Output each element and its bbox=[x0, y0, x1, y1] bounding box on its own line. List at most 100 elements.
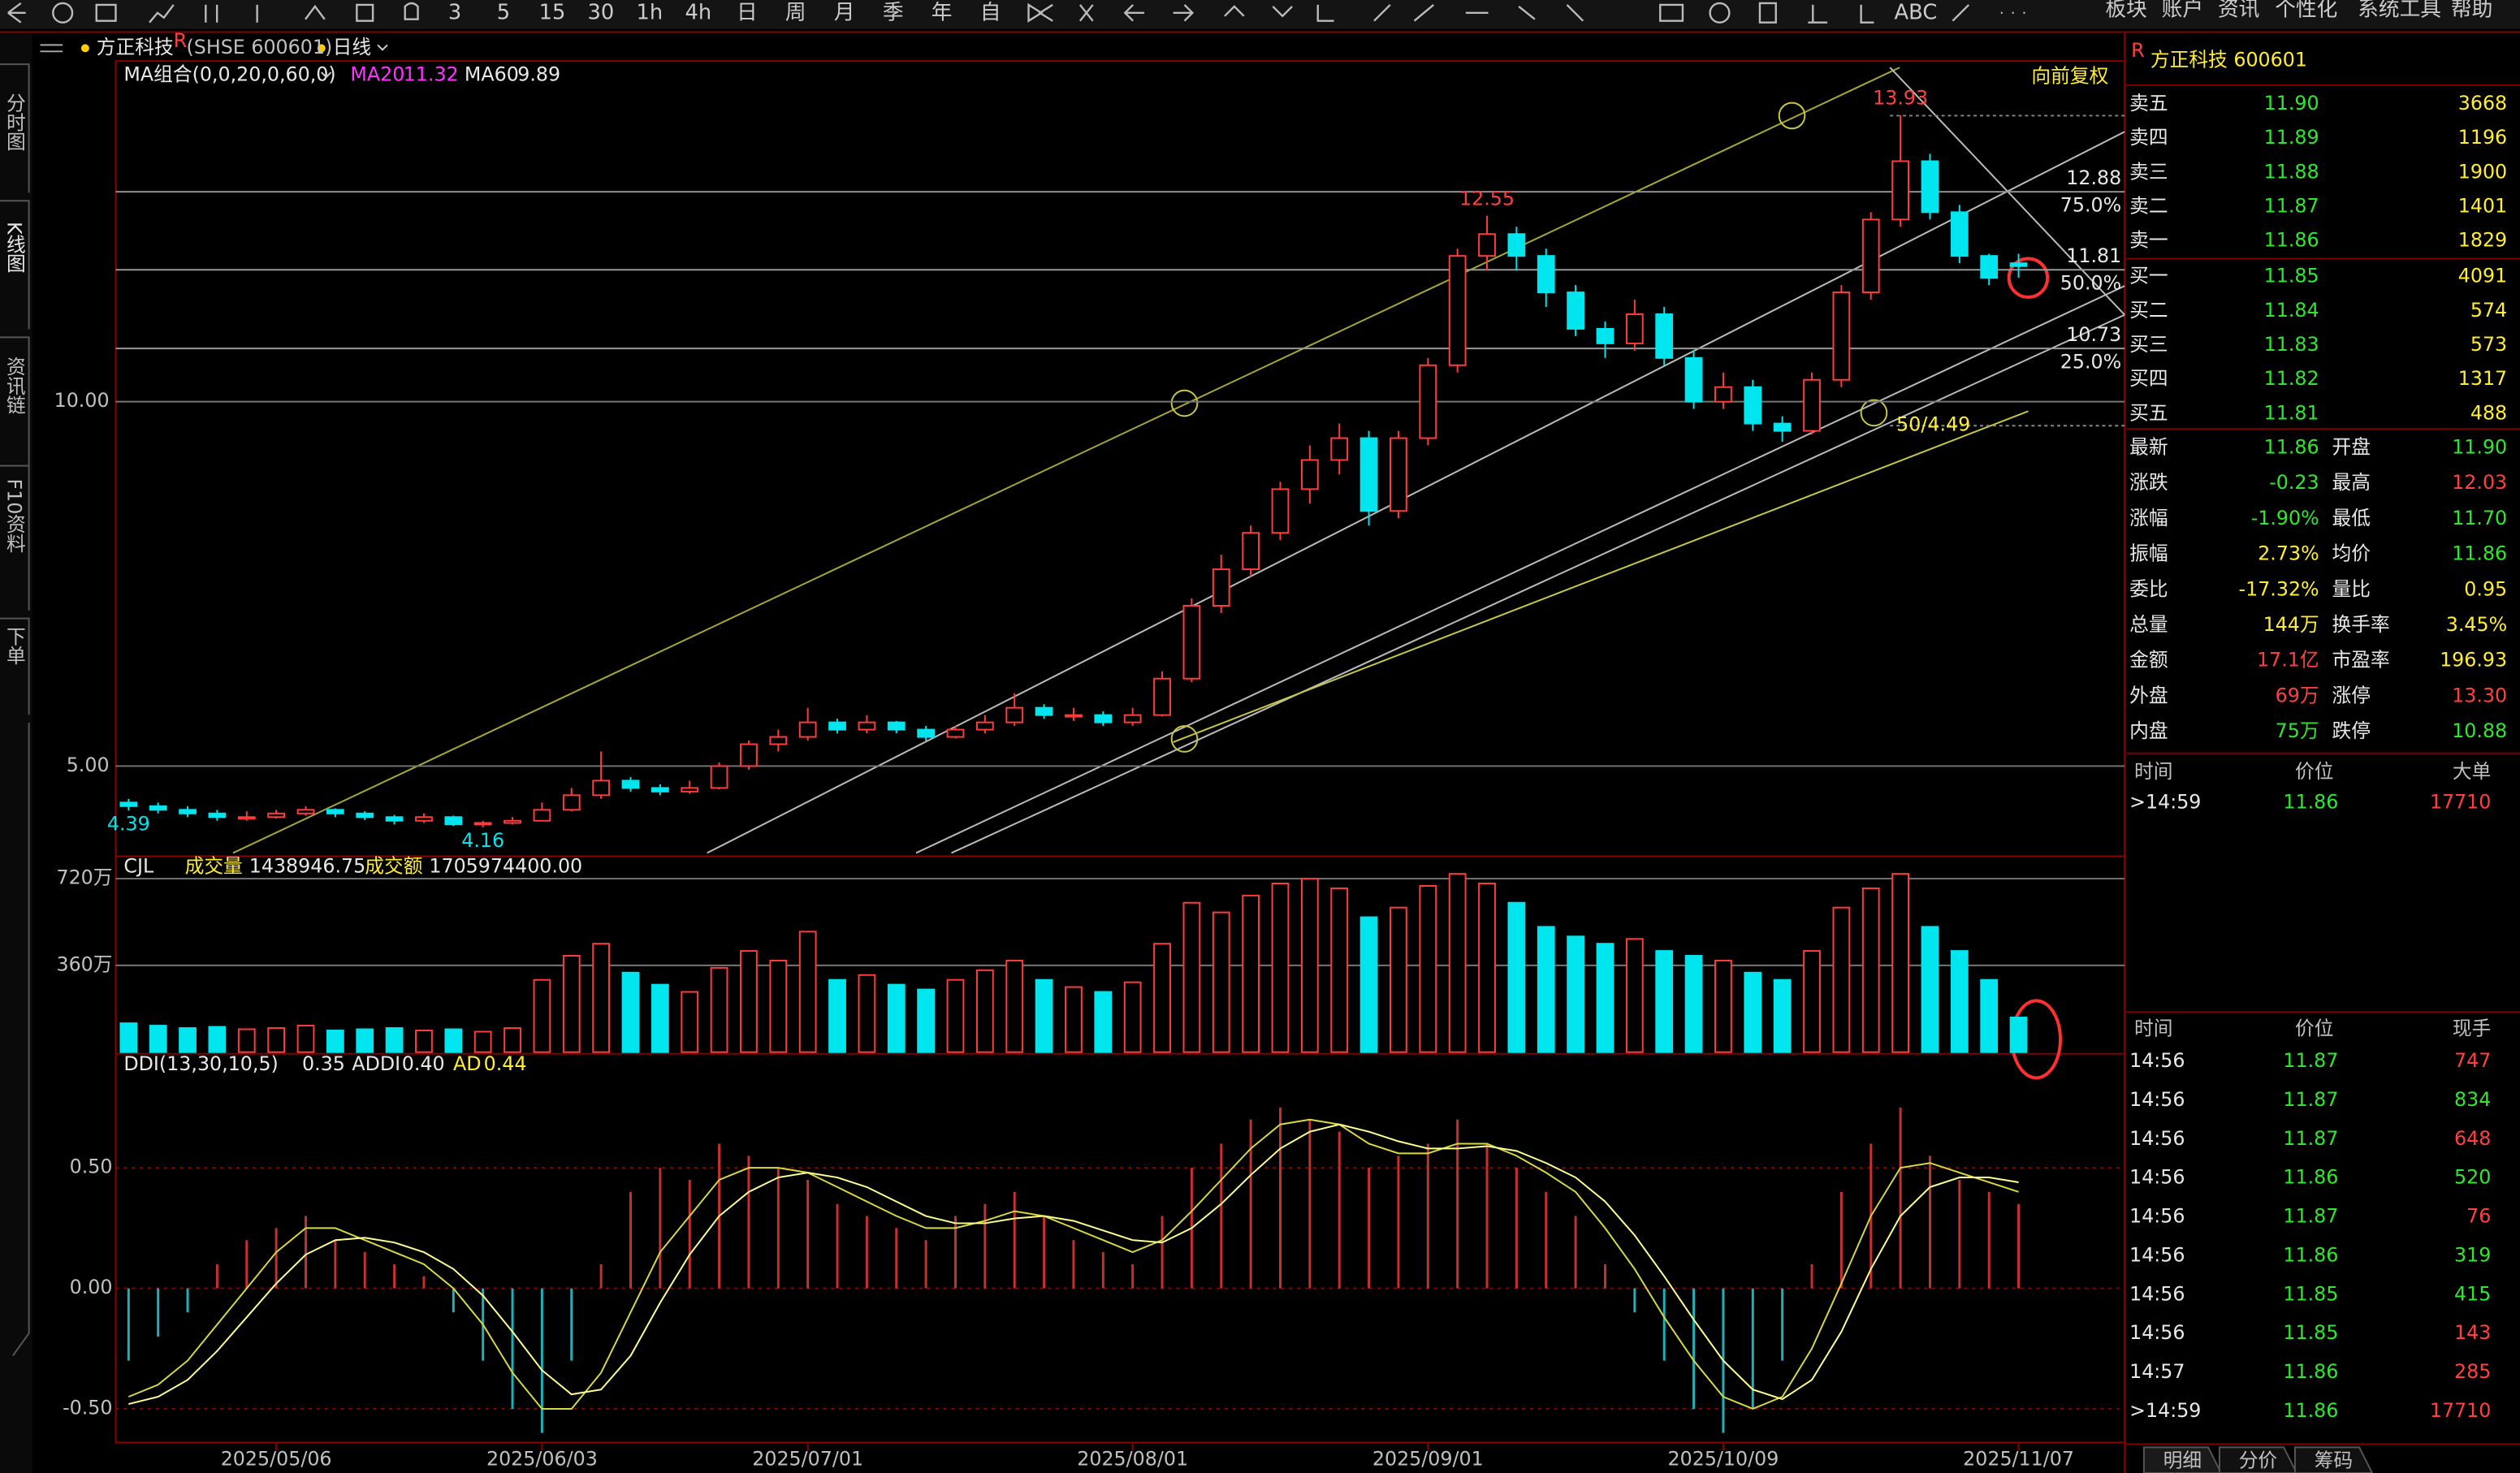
period-button[interactable]: 季 bbox=[883, 0, 904, 24]
dropdown-arrow[interactable] bbox=[321, 71, 332, 79]
volume-bar bbox=[1625, 938, 1644, 1053]
left-tab[interactable]: F10资料 bbox=[2, 479, 25, 553]
candle-body bbox=[1803, 378, 1821, 432]
volume-bar bbox=[267, 1027, 286, 1053]
volume-legend: 成交额 bbox=[365, 855, 422, 878]
candle-body bbox=[1655, 313, 1674, 359]
chart-icons[interactable] bbox=[95, 3, 175, 24]
volume-bar bbox=[917, 988, 936, 1053]
x-tick-label: 2025/06/03 bbox=[486, 1448, 598, 1471]
tool-button[interactable]: ABC bbox=[1895, 0, 1938, 24]
extreme-label: 12.55 bbox=[1459, 188, 1515, 210]
volume-bar bbox=[740, 950, 758, 1053]
ddi-legend: ADDI bbox=[352, 1052, 400, 1075]
dropdown-arrow[interactable] bbox=[377, 44, 388, 51]
book-volume: 4091 bbox=[2458, 265, 2507, 287]
circle-icon[interactable] bbox=[52, 2, 74, 24]
volume-bar bbox=[1861, 887, 1880, 1053]
period-button[interactable]: 周 bbox=[785, 0, 806, 24]
stat-value: 75万 bbox=[2276, 719, 2319, 742]
book-label: 卖三 bbox=[2129, 160, 2168, 183]
candle-body bbox=[651, 787, 669, 793]
left-tab[interactable]: 分时图 bbox=[2, 93, 25, 151]
quote-title: 方正科技 600601 bbox=[2150, 49, 2307, 71]
menu-item[interactable]: 账户 bbox=[2162, 0, 2203, 21]
period[interactable]: 日线 bbox=[333, 36, 371, 58]
volume-legend-name[interactable]: CJL bbox=[123, 855, 154, 878]
drawing-tools[interactable] bbox=[1027, 2, 2025, 24]
volume-bar bbox=[1478, 883, 1496, 1053]
chart-frame bbox=[0, 31, 2520, 1473]
book-volume: 574 bbox=[2470, 299, 2507, 322]
period-button[interactable]: 3 bbox=[448, 0, 461, 24]
candle-body bbox=[444, 816, 463, 826]
period-button[interactable]: 日 bbox=[737, 0, 758, 24]
candle-body bbox=[1980, 255, 1999, 279]
stat-value: 11.90 bbox=[2452, 435, 2507, 458]
header-dot bbox=[317, 44, 326, 53]
period-button[interactable]: 1h bbox=[637, 0, 663, 24]
back-icon[interactable] bbox=[7, 2, 26, 24]
period-button[interactable]: 15 bbox=[539, 0, 566, 24]
period-button[interactable]: 5 bbox=[497, 0, 510, 24]
candle-body bbox=[385, 816, 404, 822]
candle-body bbox=[1507, 233, 1526, 257]
book-label: 卖二 bbox=[2129, 194, 2168, 217]
period-button[interactable]: 自 bbox=[980, 0, 1001, 24]
volume-bar bbox=[1242, 894, 1260, 1053]
tab-label[interactable]: 明细 bbox=[2163, 1449, 2202, 1472]
adjust-mode[interactable]: 向前复权 bbox=[2031, 64, 2108, 87]
trade-time: 14:56 bbox=[2129, 1166, 2185, 1189]
tab-shape[interactable] bbox=[2142, 1446, 2223, 1473]
volume-bar bbox=[296, 1025, 315, 1053]
period-button[interactable]: 4h bbox=[685, 0, 712, 24]
fib-percent: 50.0% bbox=[2060, 272, 2121, 295]
menu-item[interactable]: 系统工具 bbox=[2358, 0, 2441, 21]
book-label: 买四 bbox=[2129, 367, 2168, 390]
volume-bar bbox=[1507, 901, 1526, 1053]
candle-body bbox=[1123, 714, 1142, 724]
menu-item[interactable]: 资讯 bbox=[2218, 0, 2259, 21]
menu-item[interactable]: 个性化 bbox=[2275, 0, 2337, 21]
volume-bar bbox=[415, 1030, 433, 1053]
tab-shape[interactable] bbox=[2293, 1446, 2374, 1473]
book-price: 11.89 bbox=[2264, 126, 2319, 149]
trade-volume: 17710 bbox=[2430, 1399, 2492, 1422]
volume-bar bbox=[1567, 935, 1585, 1053]
stat-label: 最新 bbox=[2129, 435, 2168, 458]
candle-body bbox=[1567, 292, 1585, 330]
volume-bar bbox=[828, 978, 846, 1053]
period-button[interactable]: 年 bbox=[931, 0, 953, 24]
ddi-legend-name[interactable]: DDI(13,30,10,5) bbox=[123, 1052, 278, 1075]
tab-label[interactable]: 分价 bbox=[2239, 1449, 2277, 1472]
period-button[interactable]: 30 bbox=[588, 0, 615, 24]
tab-label[interactable]: 筹码 bbox=[2315, 1449, 2353, 1472]
x-tick-label: 2025/10/09 bbox=[1668, 1448, 1779, 1471]
tab-shape[interactable] bbox=[2218, 1446, 2298, 1473]
stat-value: -0.23 bbox=[2269, 471, 2319, 494]
book-price: 11.85 bbox=[2264, 265, 2319, 287]
stat-label: 振幅 bbox=[2129, 542, 2168, 565]
menu-item[interactable]: 帮助 bbox=[2451, 0, 2492, 21]
icons[interactable] bbox=[205, 2, 419, 23]
period-button[interactable]: 月 bbox=[834, 0, 855, 24]
menu-item[interactable]: 板块 bbox=[2105, 0, 2146, 21]
y-tick-label: 0.00 bbox=[70, 1276, 113, 1298]
candle-body bbox=[1419, 364, 1437, 439]
candle-body bbox=[1271, 488, 1290, 534]
volume-legend: 1705974400.00 bbox=[429, 855, 582, 878]
fib-value: 12.88 bbox=[2066, 166, 2121, 189]
trade-time: 14:56 bbox=[2129, 1321, 2185, 1344]
left-tab[interactable]: K线图 bbox=[2, 222, 25, 273]
candle-body bbox=[562, 794, 581, 811]
left-tab[interactable]: 下单 bbox=[2, 626, 25, 665]
trade-price: 11.87 bbox=[2283, 1127, 2338, 1150]
book-price: 11.83 bbox=[2264, 333, 2319, 356]
ma-legend-name[interactable]: MA组合(0,0,20,0,60,0) bbox=[123, 63, 335, 85]
book-label: 买一 bbox=[2129, 265, 2168, 287]
quote-content: R 方正科技 600601 卖五 11.90 3668 卖四 11.89 1196 卖三 11.8… bbox=[2129, 39, 2507, 1473]
book-label: 卖一 bbox=[2129, 229, 2168, 252]
left-tab[interactable]: 资讯链 bbox=[2, 356, 25, 414]
stat-label: 换手率 bbox=[2332, 613, 2389, 636]
toolbar bbox=[0, 0, 2520, 29]
